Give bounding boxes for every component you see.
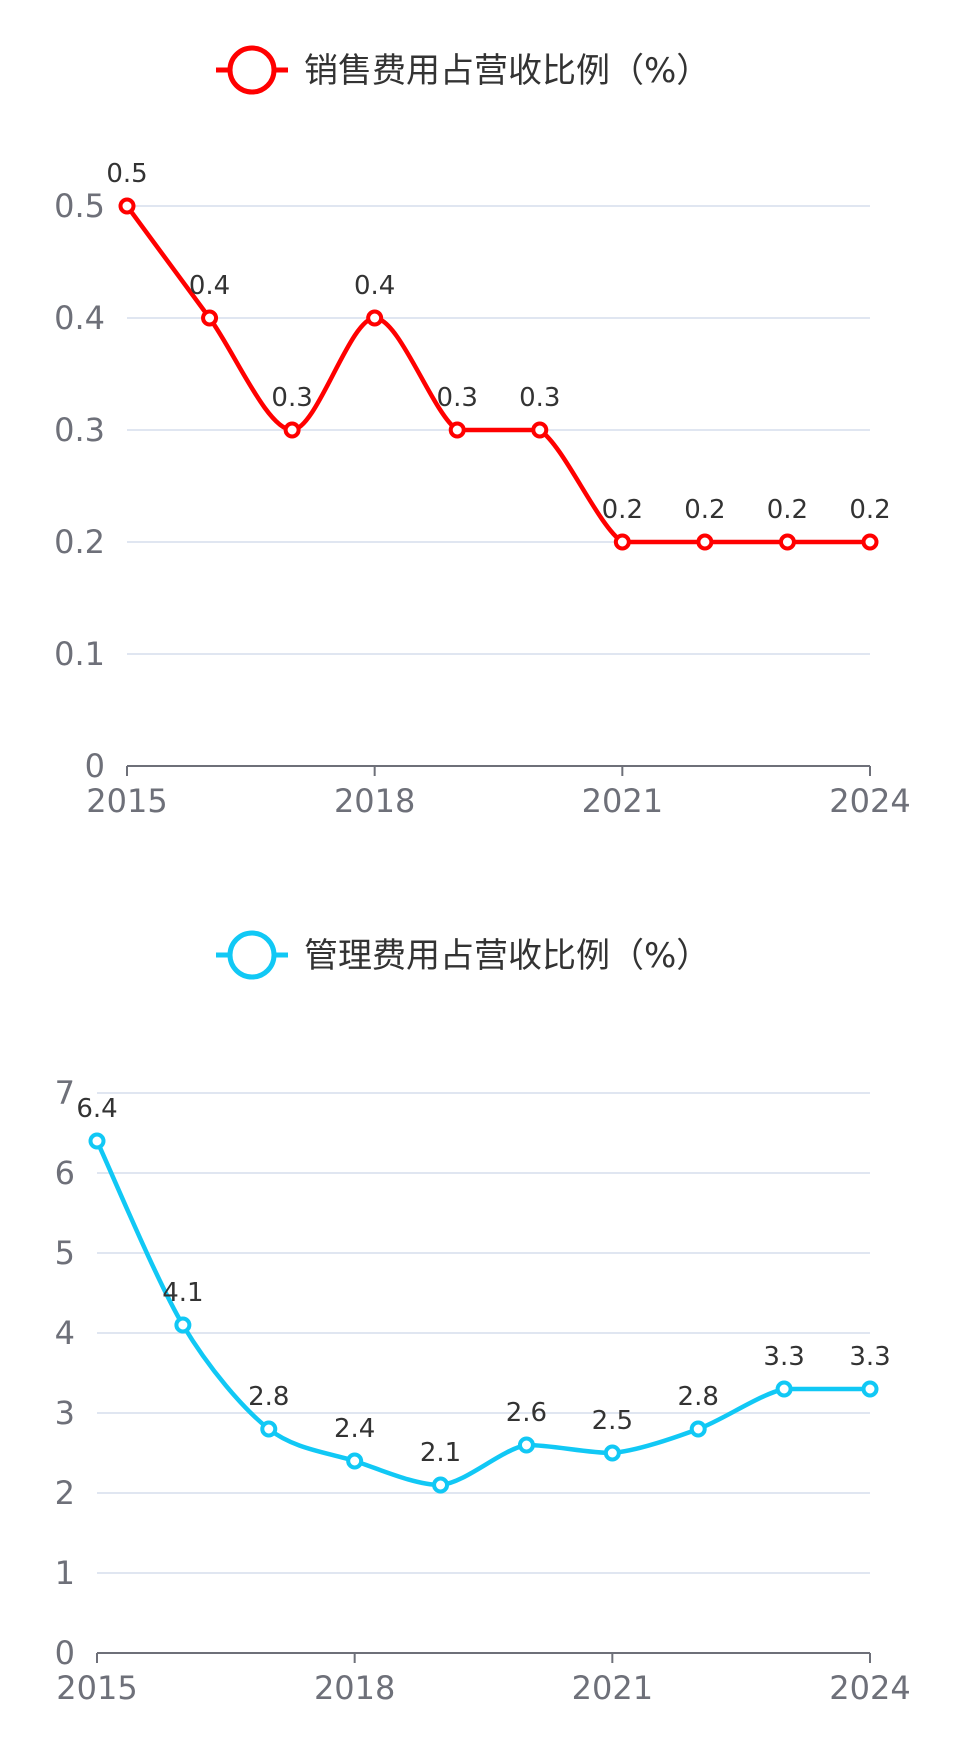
data-label: 0.2 bbox=[602, 495, 643, 525]
data-point[interactable] bbox=[778, 533, 796, 551]
y-tick-label: 0 bbox=[55, 1634, 75, 1672]
data-label: 0.3 bbox=[437, 383, 478, 413]
data-point[interactable] bbox=[517, 1436, 535, 1454]
data-point[interactable] bbox=[88, 1132, 106, 1150]
data-label: 2.6 bbox=[506, 1398, 547, 1428]
legend-label: 管理费用占营收比例（%） bbox=[304, 936, 710, 976]
data-point[interactable] bbox=[531, 421, 549, 439]
data-point[interactable] bbox=[696, 533, 714, 551]
data-label: 2.8 bbox=[248, 1382, 289, 1412]
y-tick-label: 5 bbox=[55, 1234, 75, 1272]
legend-marker-icon bbox=[227, 45, 277, 95]
data-point[interactable] bbox=[260, 1420, 278, 1438]
data-point[interactable] bbox=[366, 309, 384, 327]
series-line bbox=[94, 1140, 870, 1488]
data-point[interactable] bbox=[432, 1476, 450, 1494]
data-point[interactable] bbox=[603, 1444, 621, 1462]
data-label: 0.2 bbox=[684, 495, 725, 525]
legend-label: 销售费用占营收比例（%） bbox=[304, 51, 710, 91]
data-label: 0.2 bbox=[849, 495, 890, 525]
data-label: 0.3 bbox=[519, 383, 560, 413]
y-tick-label: 2 bbox=[55, 1474, 75, 1512]
x-tick-label: 2018 bbox=[334, 782, 415, 820]
data-label: 2.8 bbox=[678, 1382, 719, 1412]
legend[interactable]: 管理费用占营收比例（%） bbox=[216, 930, 710, 980]
legend-marker-icon bbox=[227, 930, 277, 980]
y-tick-label: 0.4 bbox=[54, 299, 105, 337]
chart-2: 管理费用占营收比例（%） 0 1 2 3 4 5 6 7 2015 2018 2021 2024 6.4 4… bbox=[55, 930, 911, 1707]
y-tick-label: 0.3 bbox=[54, 411, 105, 449]
data-label: 0.3 bbox=[271, 383, 312, 413]
data-label: 0.5 bbox=[106, 159, 147, 189]
y-tick-label: 0.1 bbox=[54, 635, 105, 673]
x-tick-label: 2018 bbox=[314, 1669, 395, 1707]
data-point[interactable] bbox=[613, 533, 631, 551]
data-label: 2.1 bbox=[420, 1438, 461, 1468]
data-label: 2.5 bbox=[592, 1406, 633, 1436]
y-tick-label: 0.5 bbox=[54, 187, 105, 225]
x-tick-label: 2015 bbox=[56, 1669, 137, 1707]
x-tick-label: 2021 bbox=[572, 1669, 653, 1707]
data-point[interactable] bbox=[174, 1316, 192, 1334]
x-tick-label: 2024 bbox=[829, 1669, 910, 1707]
legend[interactable]: 销售费用占营收比例（%） bbox=[216, 45, 710, 95]
y-tick-label: 4 bbox=[55, 1314, 75, 1352]
data-label: 4.1 bbox=[162, 1278, 203, 1308]
series-line bbox=[125, 204, 870, 545]
x-tick-label: 2024 bbox=[829, 782, 910, 820]
data-point[interactable] bbox=[861, 1380, 879, 1398]
chart-1: 销售费用占营收比例（%） 0 0.1 0.2 0.3 0.4 0.5 2015 2018 2021… bbox=[54, 45, 911, 820]
data-point[interactable] bbox=[775, 1380, 793, 1398]
data-label: 3.3 bbox=[763, 1342, 804, 1372]
data-point[interactable] bbox=[283, 421, 301, 439]
data-label: 0.2 bbox=[767, 495, 808, 525]
data-label: 3.3 bbox=[849, 1342, 890, 1372]
data-point[interactable] bbox=[118, 197, 136, 215]
y-tick-label: 6 bbox=[55, 1154, 75, 1192]
y-tick-label: 0 bbox=[85, 747, 105, 785]
data-point[interactable] bbox=[448, 421, 466, 439]
data-point[interactable] bbox=[346, 1452, 364, 1470]
y-tick-label: 3 bbox=[55, 1394, 75, 1432]
y-tick-label: 0.2 bbox=[54, 523, 105, 561]
x-tick-label: 2021 bbox=[582, 782, 663, 820]
data-label: 0.4 bbox=[354, 271, 395, 301]
data-label: 2.4 bbox=[334, 1414, 375, 1444]
y-tick-label: 1 bbox=[55, 1554, 75, 1592]
data-point[interactable] bbox=[689, 1420, 707, 1438]
y-tick-label: 7 bbox=[55, 1074, 75, 1112]
x-tick-label: 2015 bbox=[86, 782, 167, 820]
data-label: 6.4 bbox=[76, 1094, 117, 1124]
data-point[interactable] bbox=[861, 533, 879, 551]
data-point[interactable] bbox=[201, 309, 219, 327]
data-label: 0.4 bbox=[189, 271, 230, 301]
